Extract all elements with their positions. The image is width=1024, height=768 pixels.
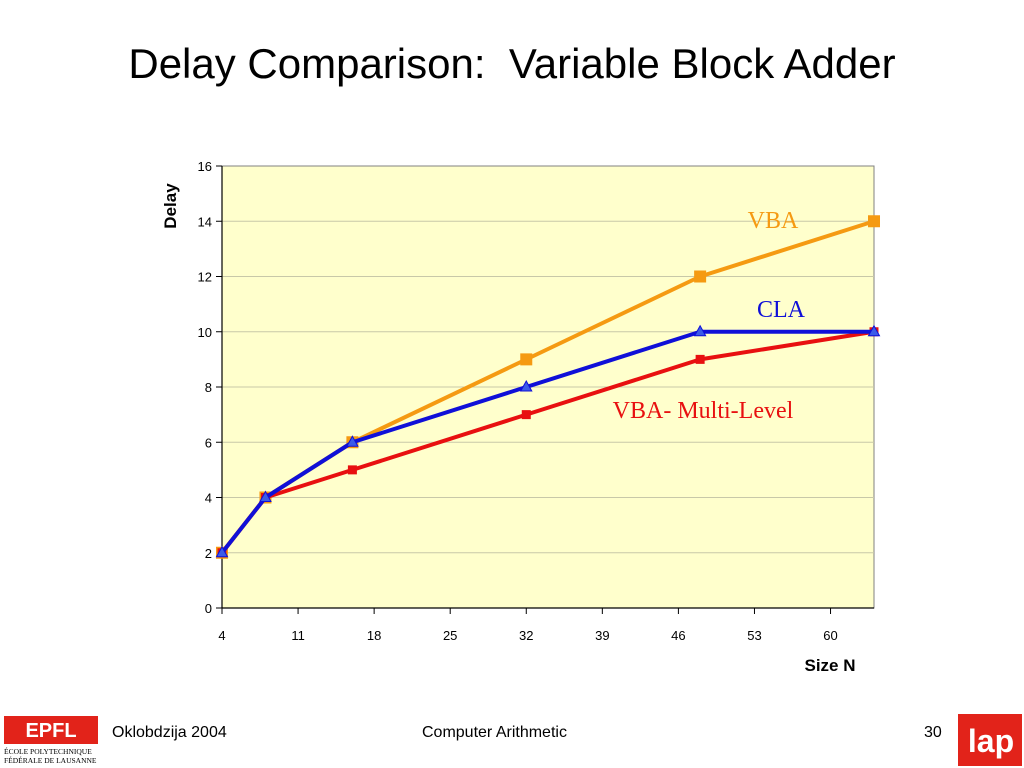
slide-title: Delay Comparison: Variable Block Adder	[128, 40, 896, 87]
y-tick-label: 0	[205, 601, 212, 616]
point-vba-multi-level	[521, 410, 531, 420]
point-cla	[346, 435, 359, 447]
series-label: VBA	[748, 208, 799, 234]
point-vba	[520, 353, 533, 366]
page-number: 30	[924, 724, 942, 741]
axes	[216, 165, 874, 614]
lap-logo: lap	[958, 714, 1022, 766]
series-label: CLA	[757, 297, 806, 323]
point-cla	[215, 545, 229, 558]
series-layer	[215, 215, 881, 559]
y-tick-label: 2	[205, 546, 212, 561]
y-tick-label: 12	[198, 270, 212, 285]
lap-logo-text: lap	[968, 723, 1014, 759]
footer-author: Oklobdzija 2004	[112, 724, 227, 741]
x-tick-label: 53	[747, 628, 761, 643]
x-tick-labels: 4 11 18 25 32 39 46 53 60	[218, 628, 837, 643]
point-vba	[868, 215, 880, 228]
epfl-logo-line1: ÉCOLE POLYTECHNIQUE	[4, 746, 92, 756]
x-tick-label: 18	[367, 628, 381, 643]
x-tick-label: 60	[823, 628, 837, 643]
x-tick-label: 11	[291, 628, 305, 643]
point-cla	[519, 379, 533, 392]
y-tick-label: 14	[198, 214, 212, 229]
y-tick-label: 8	[205, 380, 212, 395]
series-line-cla	[220, 329, 874, 554]
point-vba-multi-level	[695, 354, 705, 364]
epfl-logo: EPFL ÉCOLE POLYTECHNIQUE FÉDÉRALE DE LAU…	[4, 716, 98, 765]
y-tick-labels: 0 2 4 6 8 10 12 14 16	[198, 159, 212, 616]
series-label: VBA- Multi-Level	[613, 398, 794, 424]
point-vba	[694, 270, 707, 283]
point-cla	[259, 490, 272, 502]
x-axis-title: Size N	[804, 656, 855, 675]
point-vba-multi-level	[347, 465, 357, 475]
y-tick-label: 6	[205, 435, 212, 450]
x-tick-label: 32	[519, 628, 533, 643]
y-tick-label: 4	[205, 491, 212, 506]
point-cla	[693, 324, 707, 337]
x-tick-label: 46	[671, 628, 685, 643]
y-tick-label: 10	[198, 325, 212, 340]
y-axis-title: Delay	[161, 183, 180, 229]
epfl-logo-line2: FÉDÉRALE DE LAUSANNE	[4, 755, 97, 765]
series-labels: VBA CLA VBA- Multi-Level	[613, 208, 806, 424]
x-tick-label: 25	[443, 628, 457, 643]
footer-course: Computer Arithmetic	[422, 724, 567, 741]
point-cla	[867, 324, 881, 337]
epfl-logo-mark: EPFL	[25, 720, 76, 742]
y-tick-label: 16	[198, 159, 212, 174]
x-tick-label: 4	[218, 628, 225, 643]
x-tick-label: 39	[595, 628, 609, 643]
